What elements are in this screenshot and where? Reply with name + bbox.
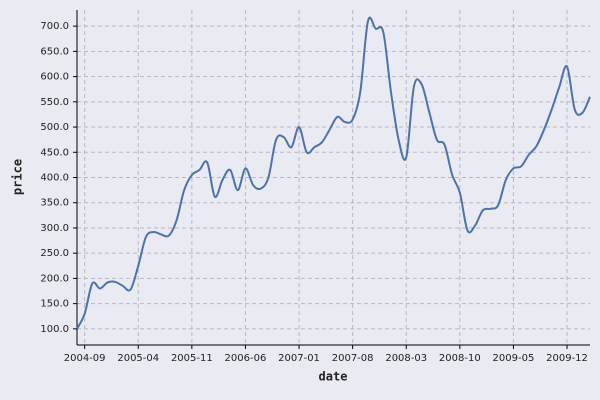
x-tick-label: 2009-12 bbox=[546, 353, 588, 364]
y-tick-label: 700.0 bbox=[40, 21, 69, 32]
x-tick-label: 2006-06 bbox=[225, 353, 267, 364]
x-tick-label: 2004-09 bbox=[64, 353, 106, 364]
y-tick-label: 650.0 bbox=[40, 46, 69, 57]
y-axis-label: price bbox=[11, 159, 25, 195]
y-tick-label: 500.0 bbox=[40, 122, 69, 133]
x-tick-label: 2008-10 bbox=[439, 353, 481, 364]
y-tick-label: 150.0 bbox=[40, 299, 69, 310]
y-tick-label: 100.0 bbox=[40, 324, 69, 335]
y-tick-label: 200.0 bbox=[40, 273, 69, 284]
y-tick-label: 550.0 bbox=[40, 97, 69, 108]
x-tick-label: 2007-01 bbox=[278, 353, 320, 364]
y-tick-label: 300.0 bbox=[40, 223, 69, 234]
x-tick-label: 2005-04 bbox=[117, 353, 159, 364]
x-tick-label: 2005-11 bbox=[171, 353, 213, 364]
x-axis-label: date bbox=[319, 370, 348, 384]
y-tick-label: 400.0 bbox=[40, 173, 69, 184]
y-tick-label: 600.0 bbox=[40, 72, 69, 83]
x-tick-label: 2007-08 bbox=[332, 353, 374, 364]
y-tick-label: 450.0 bbox=[40, 147, 69, 158]
y-tick-label: 350.0 bbox=[40, 198, 69, 209]
x-tick-label: 2008-03 bbox=[385, 353, 427, 364]
line bbox=[76, 16, 591, 330]
y-tick-label: 250.0 bbox=[40, 248, 69, 259]
x-tick-label: 2009-05 bbox=[493, 353, 535, 364]
